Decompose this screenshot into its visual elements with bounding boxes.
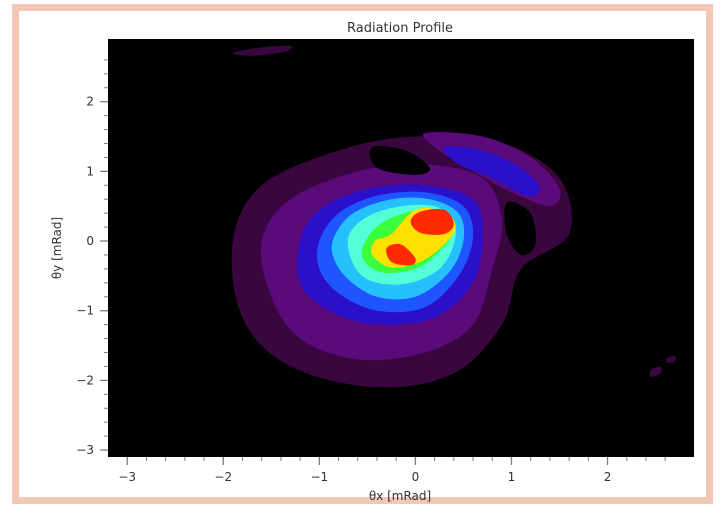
x-tick-label: 0 xyxy=(412,470,420,484)
y-tick-label: −1 xyxy=(76,304,94,318)
contour-level-1-12 xyxy=(232,45,293,56)
x-tick-label: −1 xyxy=(310,470,328,484)
contour-level-3-11 xyxy=(443,146,541,197)
contour-gap-0 xyxy=(369,145,431,175)
contour-layers xyxy=(231,45,676,388)
y-tick-label: −3 xyxy=(76,443,94,457)
x-tick-label: 2 xyxy=(604,470,612,484)
x-tick-label: 1 xyxy=(508,470,516,484)
chart-title: Radiation Profile xyxy=(347,21,453,36)
axes: −3 −2 −1 0 1 2 −3 −2 −1 0 1 2 xyxy=(76,59,666,484)
x-axis-label: θx [mRad] xyxy=(369,489,431,503)
contour-level-1-14 xyxy=(666,355,676,364)
y-tick-label: 2 xyxy=(86,95,94,109)
contour-level-9-9 xyxy=(386,243,416,266)
contour-level-1-13 xyxy=(649,366,662,377)
x-tick-label: −2 xyxy=(214,470,232,484)
x-tick-label: −3 xyxy=(118,470,136,484)
contour-gap-1 xyxy=(504,201,537,256)
y-tick-label: −2 xyxy=(76,373,94,387)
y-tick-label: 0 xyxy=(86,234,94,248)
contour-level-9-8 xyxy=(410,208,454,235)
y-tick-label: 1 xyxy=(86,164,94,178)
y-axis-label: θy [mRad] xyxy=(50,217,64,279)
